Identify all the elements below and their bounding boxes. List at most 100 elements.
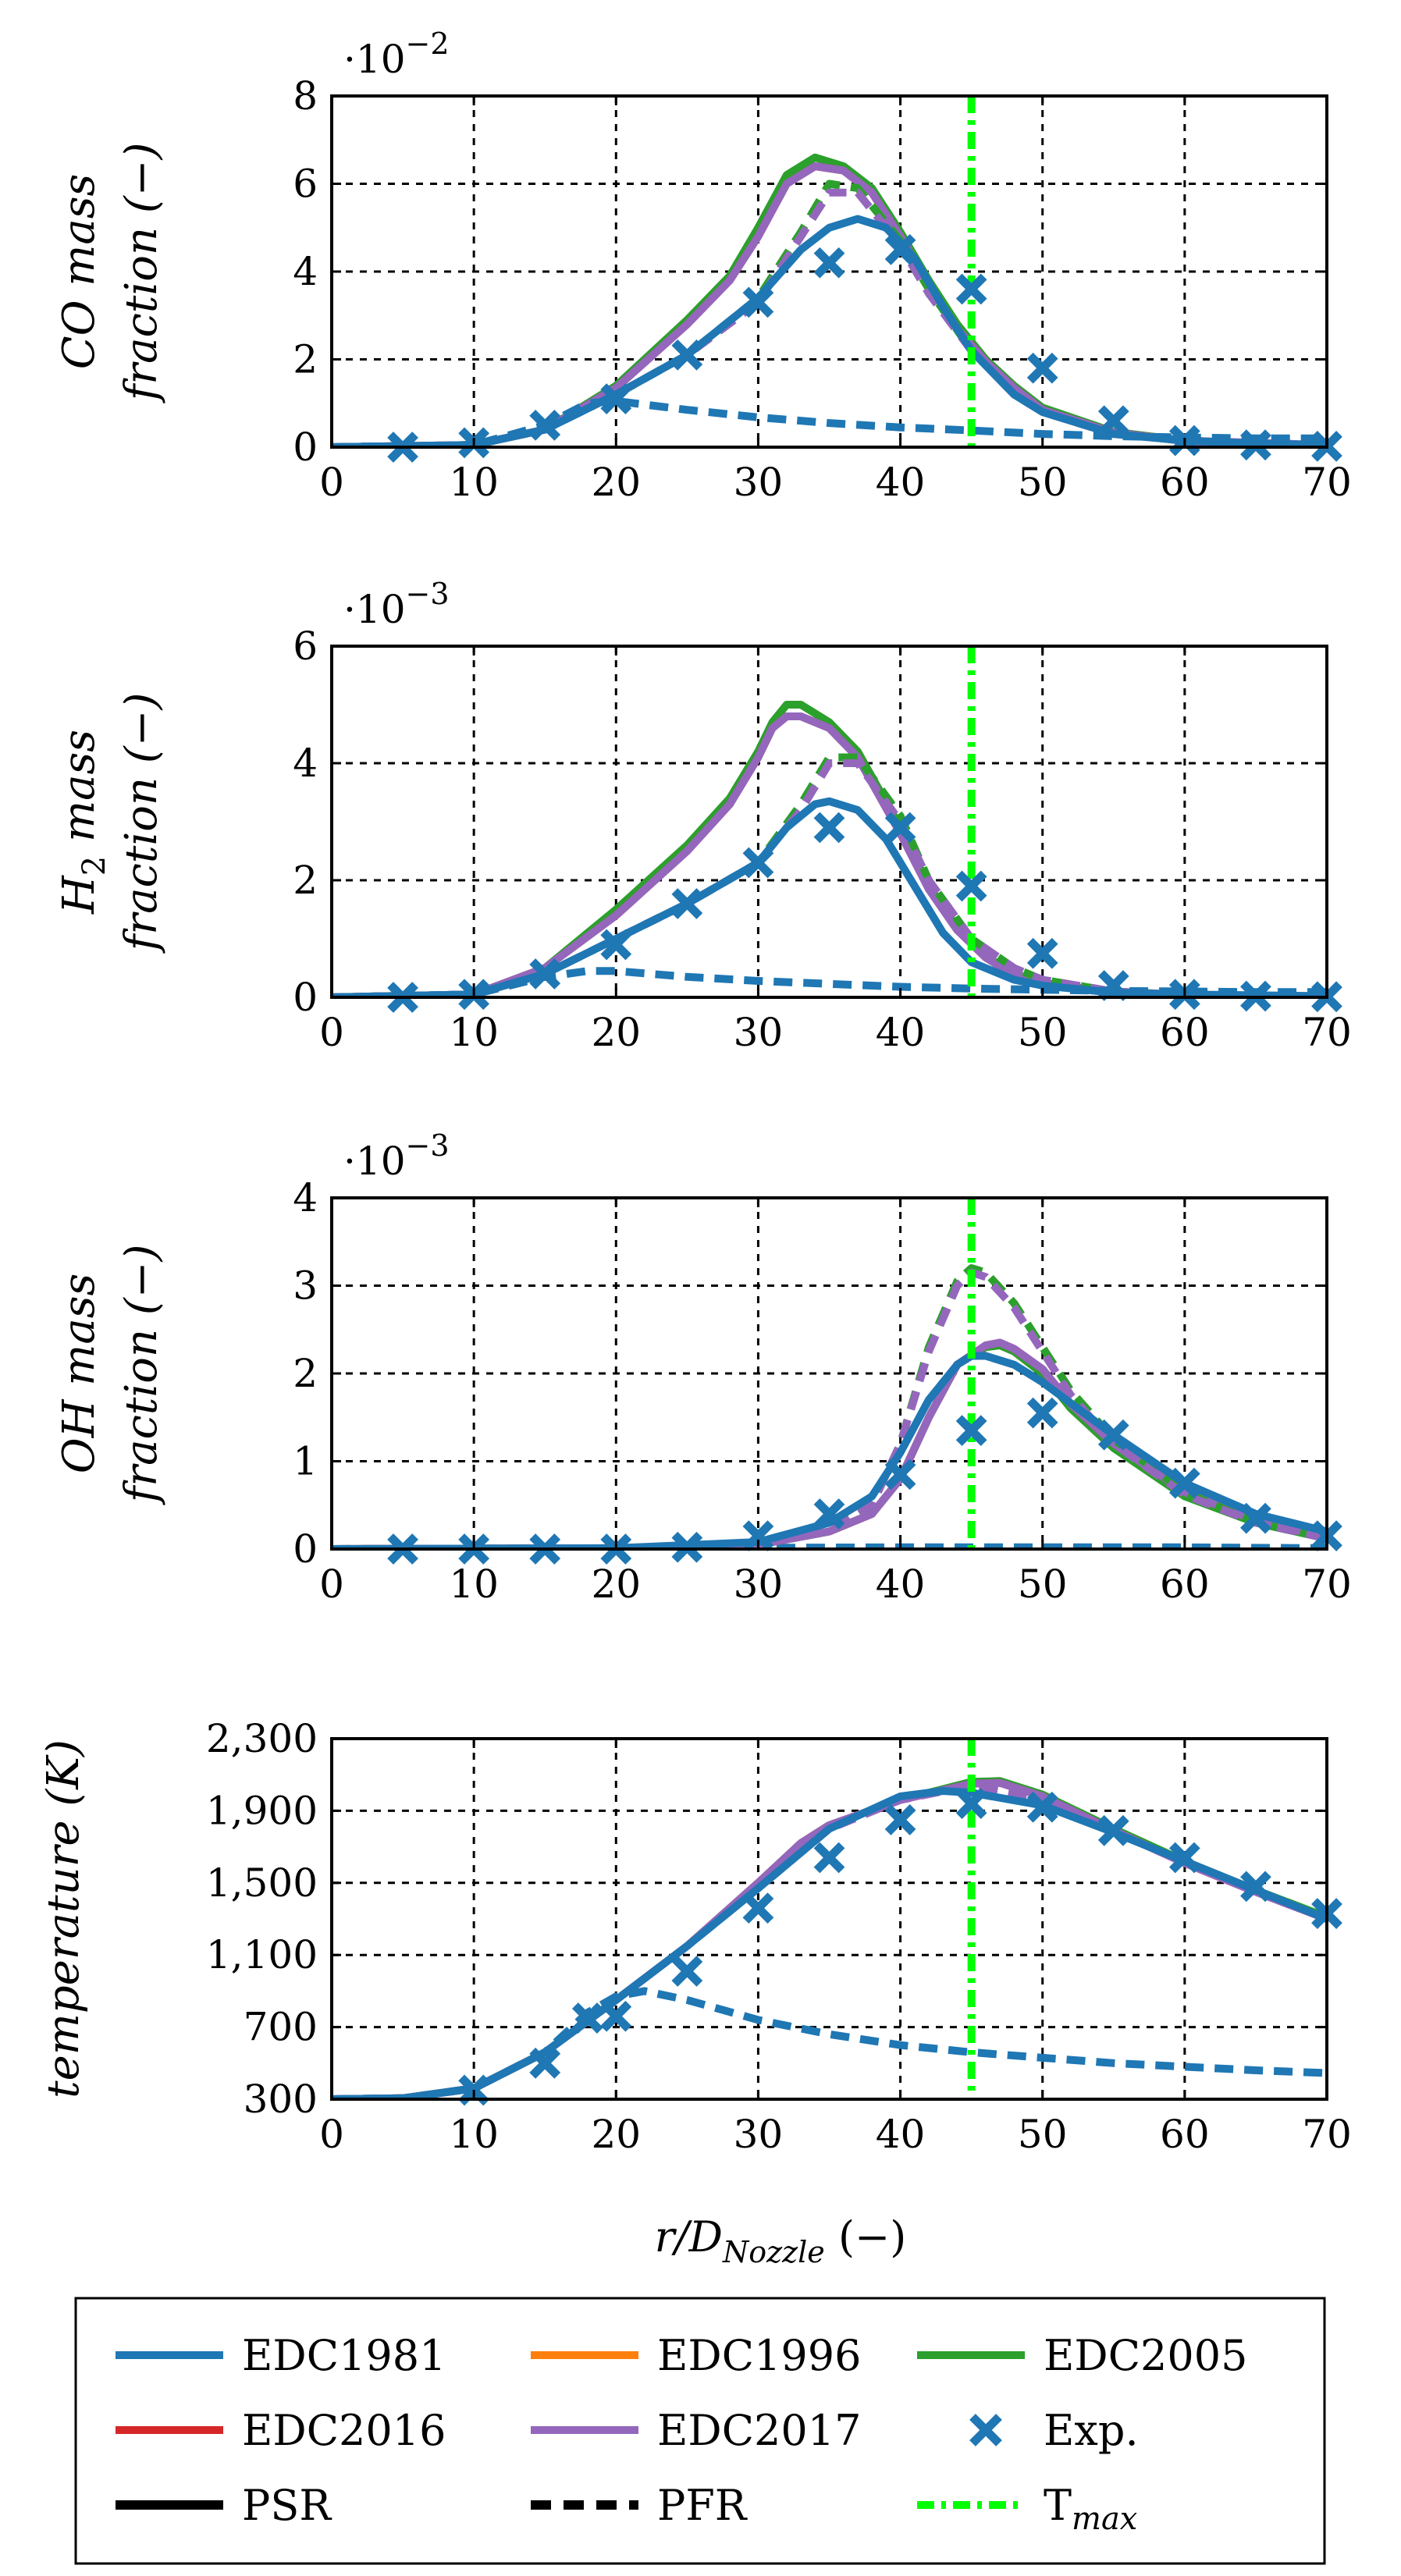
co-exp-marker	[671, 339, 703, 371]
oh-exp-marker	[1168, 1467, 1200, 1499]
oh-ytick-label: 0	[293, 1526, 318, 1572]
legend-label-edc2017: EDC2017	[657, 2406, 861, 2455]
co-line-edc2017-psr	[332, 162, 1327, 447]
temperature-xtick-label: 60	[1160, 2112, 1210, 2157]
h2-exp-marker	[884, 812, 916, 844]
co-ytick-label: 0	[293, 425, 318, 470]
oh-xtick-label: 10	[449, 1562, 499, 1607]
temperature-ytick-label: 1,500	[206, 1860, 318, 1906]
co-xtick-label: 50	[1018, 460, 1068, 505]
legend-box	[74, 2297, 1326, 2565]
h2-y-axis-label: H2 mass fraction (−)	[54, 693, 167, 954]
temperature-ytick-label: 300	[244, 2077, 318, 2122]
h2-xtick-label: 50	[1018, 1010, 1068, 1055]
oh-ytick-label: 1	[293, 1439, 318, 1484]
oh-xtick-label: 30	[734, 1562, 784, 1607]
h2-multiplier: ·10−3	[343, 577, 450, 632]
legend-label-psr: PSR	[242, 2481, 332, 2530]
oh-xtick-label: 20	[591, 1562, 641, 1607]
h2-line-edc1981-pfr	[332, 967, 1327, 997]
co-xtick-label: 20	[591, 460, 641, 505]
temperature-xtick-label: 30	[734, 2112, 784, 2157]
oh-xtick-label: 60	[1160, 1562, 1210, 1607]
panel-temperature: 0 10 20 30 40 50 60 70 300 700 1,100 1,500 1,900 2,30…	[38, 1716, 1352, 2157]
co-exp-marker	[1240, 429, 1271, 461]
oh-ytick-label: 4	[293, 1175, 318, 1220]
co-line-edc1981-pfr	[332, 396, 1327, 447]
legend-label-pfr: PFR	[657, 2481, 748, 2530]
co-xtick-label: 70	[1302, 460, 1352, 505]
oh-xtick-label: 50	[1018, 1562, 1068, 1607]
h2-xtick-label: 10	[449, 1010, 499, 1055]
co-line-edc2005-psr	[332, 153, 1327, 447]
co-series	[332, 153, 1327, 447]
oh-exp-marker	[813, 1498, 845, 1530]
co-exp-marker	[1026, 352, 1058, 384]
panel-co: 0 10 20 30 40 50 60 70 0 2 4 6 8 ·10−2 CO mass fraction…	[54, 27, 1352, 505]
svg-text:H2 mass: H2 mass	[54, 730, 112, 915]
temperature-xtick-label: 10	[449, 2112, 499, 2157]
temperature-xtick-label: 40	[876, 2112, 926, 2157]
oh-exp-marker	[1097, 1419, 1129, 1451]
co-ytick-label: 6	[293, 162, 318, 207]
temperature-xtick-label: 50	[1018, 2112, 1068, 2157]
temperature-y-axis-label: temperature (K)	[38, 1739, 89, 2098]
co-exp-marker	[600, 383, 632, 415]
x-axis-label-main: r/D	[655, 2212, 723, 2262]
co-xtick-label: 40	[876, 460, 926, 505]
h2-line-edc2005-pfr	[332, 753, 1327, 997]
legend: EDC1981 EDC1996 EDC2005 EDC2016 EDC2017 …	[74, 2297, 1326, 2565]
h2-exp-marker	[529, 958, 561, 990]
temperature-ytick-label: 2,300	[206, 1716, 318, 1761]
h2-xtick-label: 60	[1160, 1010, 1210, 1055]
temperature-series	[332, 1777, 1327, 2099]
h2-xtick-label: 70	[1302, 1010, 1352, 1055]
temperature-ytick-label: 1,900	[206, 1788, 318, 1833]
h2-exp-marker	[813, 812, 845, 844]
oh-line-edc2017-pfr	[332, 1268, 1327, 1549]
h2-exp-marker	[742, 847, 774, 879]
temperature-ytick-label: 1,100	[206, 1932, 318, 1977]
h2-exp-marker	[671, 888, 703, 919]
temperature-grid	[332, 1739, 1327, 2099]
legend-marker-exp	[969, 2414, 1002, 2446]
oh-y-axis-label: OH mass fraction (−)	[54, 1245, 167, 1506]
temperature-exp-marker	[571, 2002, 603, 2034]
h2-line-edc2005-psr	[332, 701, 1327, 997]
svg-text:fraction (−): fraction (−)	[116, 1245, 167, 1506]
temperature-exp-marker	[671, 1956, 703, 1987]
h2-xtick-label: 40	[876, 1010, 926, 1055]
oh-xtick-label: 40	[876, 1562, 926, 1607]
oh-exp-marker	[742, 1520, 774, 1552]
svg-text:temperature (K): temperature (K)	[38, 1739, 89, 2098]
oh-xtick-label: 70	[1302, 1562, 1352, 1607]
temperature-exp-marker	[529, 2047, 561, 2079]
legend-label-edc1981: EDC1981	[242, 2331, 446, 2380]
oh-ytick-label: 2	[293, 1351, 318, 1396]
co-exp-marker	[742, 286, 774, 318]
h2-ytick-label: 6	[293, 624, 318, 669]
co-xtick-label: 10	[449, 460, 499, 505]
x-axis-label-sub: Nozzle	[722, 2235, 825, 2269]
svg-text:OH mass: OH mass	[54, 1274, 105, 1474]
h2-exp-marker	[1097, 970, 1129, 1001]
h2-ytick-label: 4	[293, 741, 318, 786]
oh-exp-marker	[1240, 1502, 1271, 1534]
co-xtick-label: 60	[1160, 460, 1210, 505]
temperature-exp-marker	[1097, 1814, 1129, 1846]
oh-multiplier: ·10−3	[343, 1128, 450, 1184]
co-exp-marker	[813, 247, 845, 279]
h2-ytick-label: 0	[293, 975, 318, 1020]
co-ytick-label: 8	[293, 73, 318, 119]
co-grid	[332, 96, 1327, 447]
h2-frame	[330, 645, 1328, 999]
legend-label-edc2016: EDC2016	[242, 2406, 446, 2455]
legend-swatch-exp	[969, 2414, 1002, 2446]
h2-exp-marker	[600, 929, 632, 961]
oh-xtick-label: 0	[319, 1562, 344, 1607]
temperature-exp-marker	[1240, 1871, 1271, 1903]
h2-series	[332, 701, 1327, 997]
co-xtick-label: 0	[319, 460, 344, 505]
